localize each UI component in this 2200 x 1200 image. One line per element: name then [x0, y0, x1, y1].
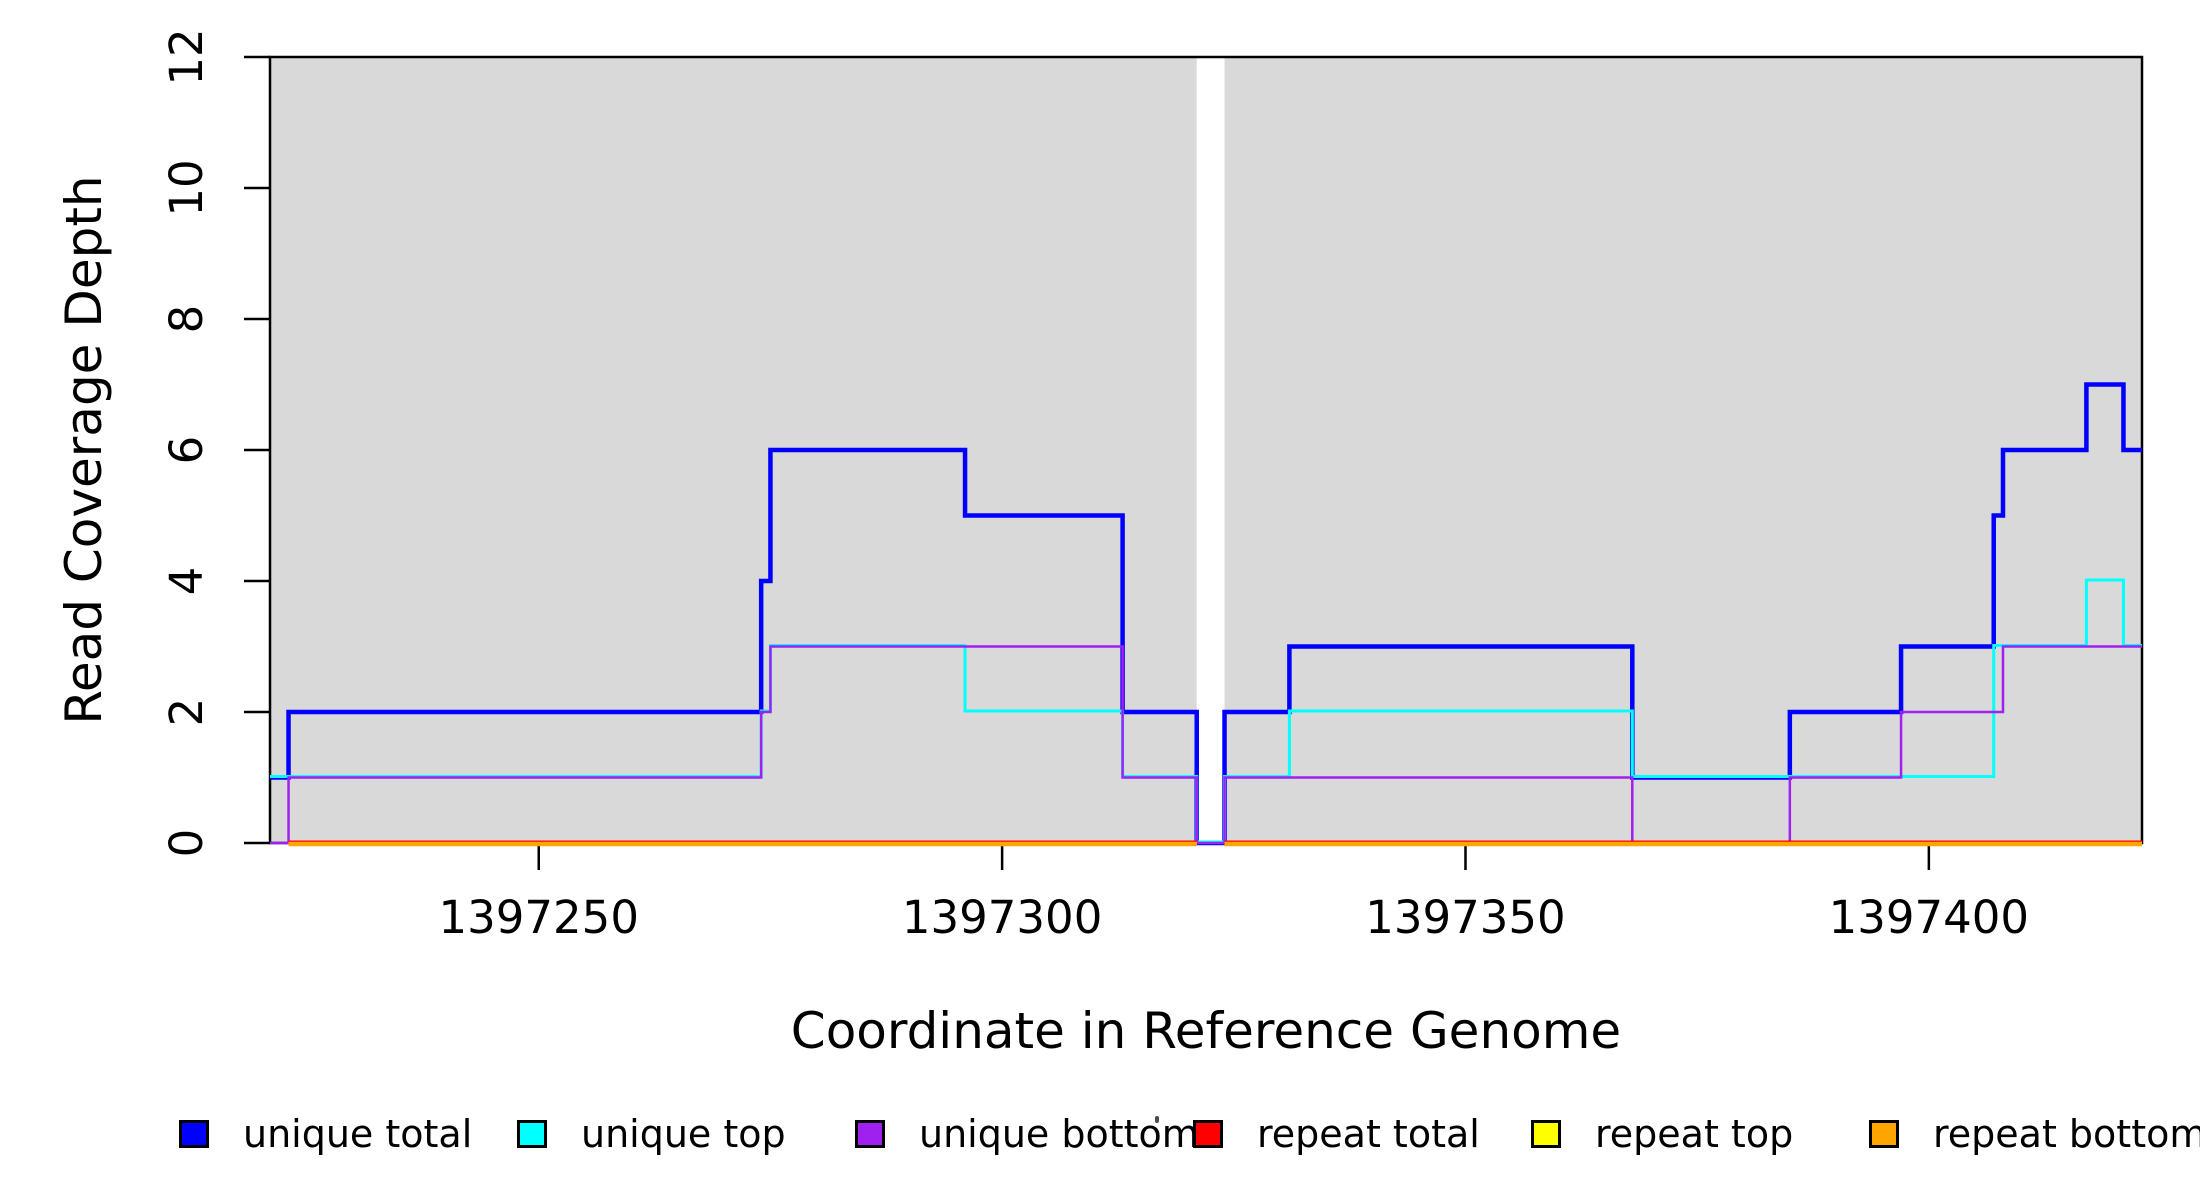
legend-label-repeat-total: repeat total	[1257, 1112, 1480, 1156]
y-tick-label: 0	[160, 829, 213, 858]
x-axis-title: Coordinate in Reference Genome	[790, 1002, 1622, 1060]
series-unique-bottom	[270, 645, 2142, 845]
x-tick-label: 1397300	[902, 891, 1102, 944]
legend-swatch-repeat-total	[1193, 1120, 1223, 1148]
stray-mark-dot	[1155, 1116, 1159, 1123]
x-tick-label: 1397250	[439, 891, 639, 944]
legend-label-repeat-bottom: repeat bottom	[1933, 1112, 2200, 1156]
y-tick-label: 6	[160, 436, 213, 465]
x-tick-label: 1397400	[1829, 891, 2029, 944]
y-axis-title: Read Coverage Depth	[55, 175, 113, 725]
y-tick-label: 2	[160, 698, 213, 727]
legend-swatch-unique-total	[179, 1120, 209, 1148]
legend-label-unique-total: unique total	[243, 1112, 473, 1156]
legend-label-repeat-top: repeat top	[1595, 1112, 1794, 1156]
legend-label-unique-bottom: unique bottom	[919, 1112, 1199, 1156]
covered-region-1	[270, 57, 1197, 843]
legend-swatch-repeat-bottom	[1869, 1120, 1899, 1148]
series-unique-total	[270, 382, 2142, 846]
x-tick-label: 1397350	[1365, 891, 1565, 944]
legend-swatch-unique-top	[517, 1120, 547, 1148]
legend-swatch-repeat-top	[1531, 1120, 1561, 1148]
y-tick-label: 8	[160, 305, 213, 334]
legend-label-unique-top: unique top	[581, 1112, 786, 1156]
y-tick-label: 4	[160, 567, 213, 596]
legend-swatch-unique-bottom	[855, 1120, 885, 1148]
y-tick-label: 10	[160, 159, 213, 216]
y-tick-label: 12	[160, 28, 213, 85]
